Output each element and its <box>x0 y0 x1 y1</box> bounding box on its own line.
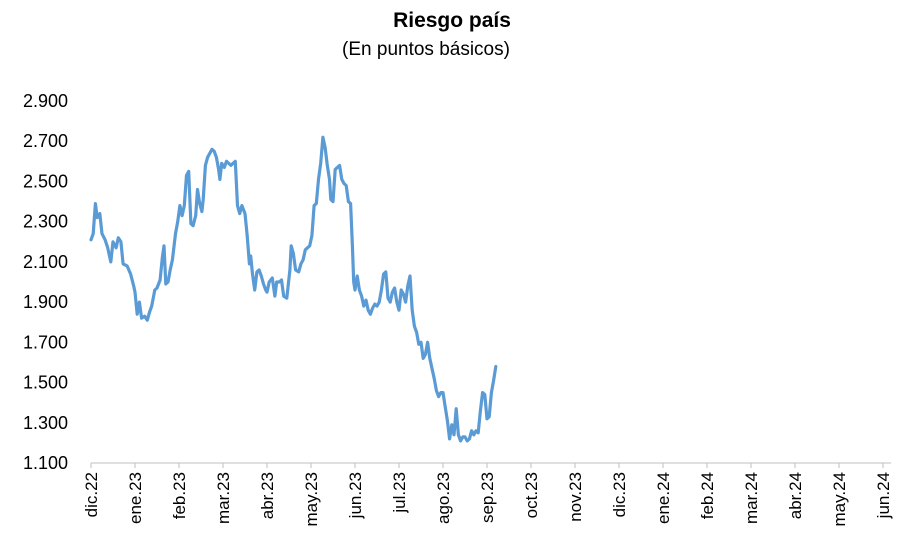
y-tick-label: 1.500 <box>23 373 68 393</box>
x-tick-label: dic.22 <box>82 472 101 517</box>
y-tick-label: 1.900 <box>23 292 68 312</box>
y-tick-label: 2.900 <box>23 91 68 111</box>
y-tick-label: 2.500 <box>23 171 68 191</box>
y-axis-ticks: 1.100 1.300 1.500 1.700 1.900 2.100 2.300 2.500… <box>23 91 68 473</box>
x-tick-label: ene.23 <box>126 472 145 524</box>
x-tick-label: jun.24 <box>874 472 893 519</box>
y-tick-label: 1.700 <box>23 332 68 352</box>
x-tick-label: abr.23 <box>258 472 277 519</box>
x-tick-label: ene.24 <box>654 472 673 524</box>
y-tick-label: 2.700 <box>23 131 68 151</box>
series-line-0 <box>89 135 498 443</box>
x-tick-label: feb.24 <box>698 472 717 519</box>
x-tick-label: abr.24 <box>786 472 805 519</box>
series-group <box>89 135 498 443</box>
y-tick-label: 2.300 <box>23 212 68 232</box>
x-axis-ticks: dic.22 ene.23 feb.23 mar.23 abr.23 may.23 jun.… <box>82 463 893 527</box>
x-tick-label: nov.23 <box>566 472 585 522</box>
chart-subtitle: (En puntos básicos) <box>342 39 510 60</box>
x-tick-label: may.23 <box>302 472 321 527</box>
y-tick-label: 2.100 <box>23 252 68 272</box>
x-tick-label: oct.23 <box>522 472 541 518</box>
y-tick-label: 1.300 <box>23 413 68 433</box>
x-tick-label: dic.23 <box>610 472 629 517</box>
x-tick-label: mar.24 <box>742 472 761 524</box>
x-tick-label: mar.23 <box>214 472 233 524</box>
chart-title: Riesgo país <box>393 9 511 32</box>
y-tick-label: 1.100 <box>23 453 68 473</box>
x-tick-label: jun.23 <box>346 472 365 519</box>
x-tick-label: may.24 <box>830 472 849 527</box>
x-tick-label: jul.23 <box>390 472 409 514</box>
x-tick-label: feb.23 <box>170 472 189 519</box>
x-tick-label: sep.23 <box>478 472 497 523</box>
x-tick-label: ago.23 <box>434 472 453 524</box>
